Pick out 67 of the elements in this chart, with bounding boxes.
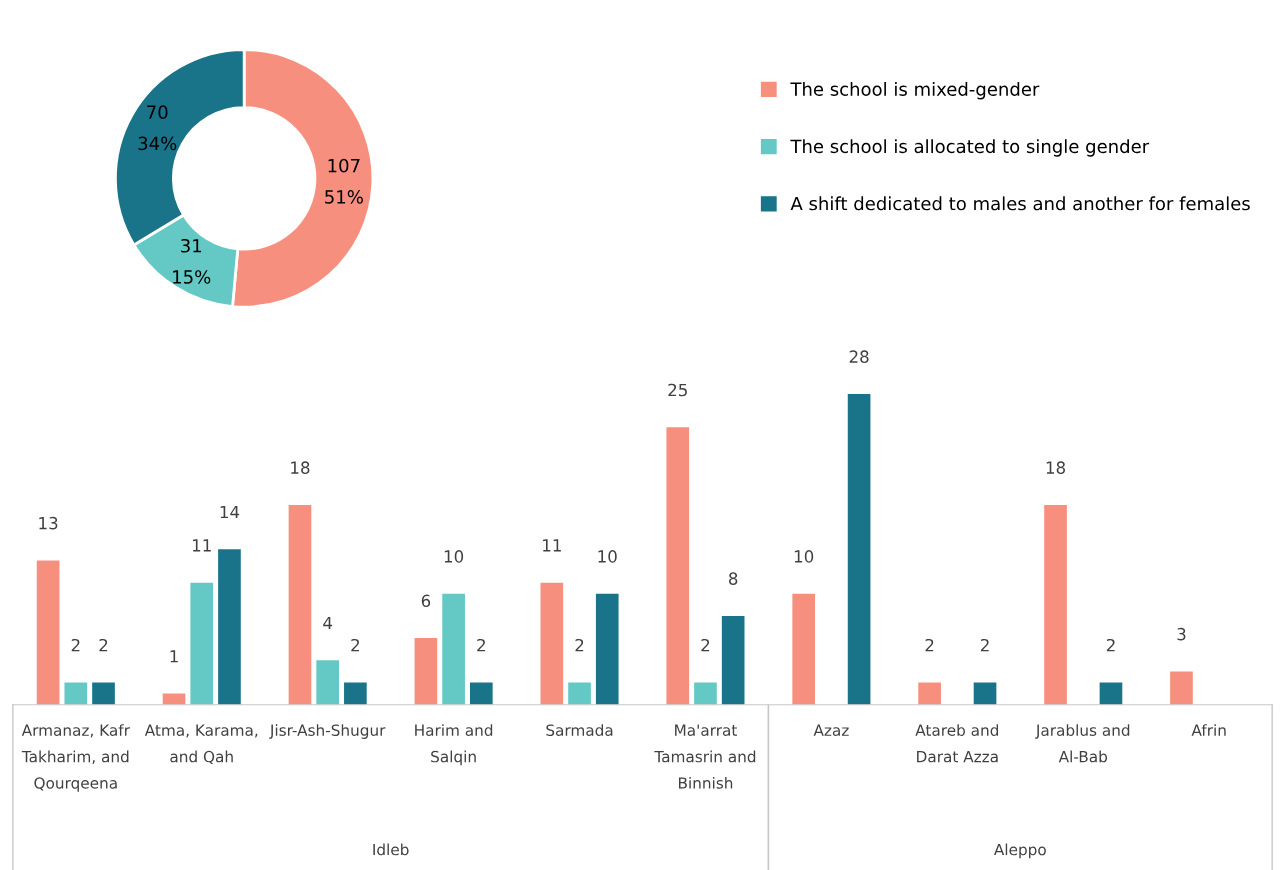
bar [1170, 671, 1193, 705]
data-label: 3 [1177, 627, 1186, 641]
x-tick-label: Ma'arrat Tamasrin and Binnish [654, 724, 756, 789]
text: Aleppo [993, 843, 1046, 859]
data-label: 18 [291, 461, 310, 474]
bar [414, 638, 438, 705]
x-tick-label: Azaz [813, 724, 849, 736]
data-label: 10 [794, 550, 814, 563]
data-label: 2 [925, 638, 934, 652]
bar [344, 682, 367, 705]
bar [694, 682, 717, 705]
bar [595, 593, 619, 705]
data-label: 13 [39, 516, 58, 530]
data-label: 11 [192, 539, 211, 552]
data-label: 107 51% [325, 158, 363, 204]
data-label: 11 [543, 539, 561, 552]
data-label: 8 [729, 572, 738, 585]
data-label: 10 [598, 550, 617, 563]
bar [92, 682, 115, 705]
data-label: 31 15% [173, 238, 211, 284]
data-label: 2 [71, 638, 80, 652]
data-label: 2 [351, 638, 360, 652]
data-label: 2 [701, 638, 710, 652]
data-label: 6 [421, 594, 431, 608]
bar [973, 682, 997, 705]
data-label: 28 [849, 350, 869, 363]
bar [316, 660, 340, 705]
legend-label: A shift dedicated to males and another for females [790, 196, 1250, 211]
bar [847, 393, 871, 705]
data-label: 70 34% [138, 105, 177, 151]
bar [442, 593, 465, 705]
data-label: 2 [1106, 638, 1115, 652]
data-label: 2 [575, 638, 584, 652]
data-label: 2 [99, 638, 108, 652]
bar [64, 682, 88, 705]
data-label: 14 [220, 505, 240, 519]
data-label: 4 [323, 616, 333, 630]
legend-label: The school is mixed-gender [790, 81, 1040, 100]
data-label: 18 [1046, 461, 1066, 474]
bar [721, 615, 745, 705]
data-label: 25 [668, 383, 687, 397]
bar [1044, 504, 1067, 705]
bar [918, 682, 941, 705]
data-label: 10 [444, 550, 464, 563]
bar [218, 549, 241, 705]
x-tick-label: Harim and Salqin [415, 724, 493, 766]
bar [190, 582, 214, 705]
bar [469, 682, 493, 705]
x-tick-label: Jarablus and Al-Bab [1035, 724, 1130, 763]
bar [288, 504, 312, 705]
bar [666, 427, 690, 705]
data-label: 1 [170, 650, 178, 663]
text: Idleb [373, 843, 409, 856]
bar [540, 582, 564, 705]
x-tick-label: Afrin [1191, 724, 1226, 736]
x-tick-label: Sarmada [546, 724, 613, 736]
x-tick-label: Armanaz, Kafr Takharim, and Qourqeena [21, 724, 130, 792]
bar [568, 682, 591, 705]
data-label: 2 [980, 638, 989, 652]
legend-label: The school is allocated to single gender [790, 139, 1150, 157]
bar [792, 593, 816, 705]
bar [36, 560, 60, 705]
data-label: 2 [477, 638, 485, 652]
x-tick-label: Atareb and Darat Azza [915, 724, 999, 763]
x-tick-label: Jisr-Ash-Shugur [269, 724, 386, 739]
bar [1099, 682, 1123, 705]
x-tick-label: Atma, Karama, and Qah [144, 724, 258, 765]
